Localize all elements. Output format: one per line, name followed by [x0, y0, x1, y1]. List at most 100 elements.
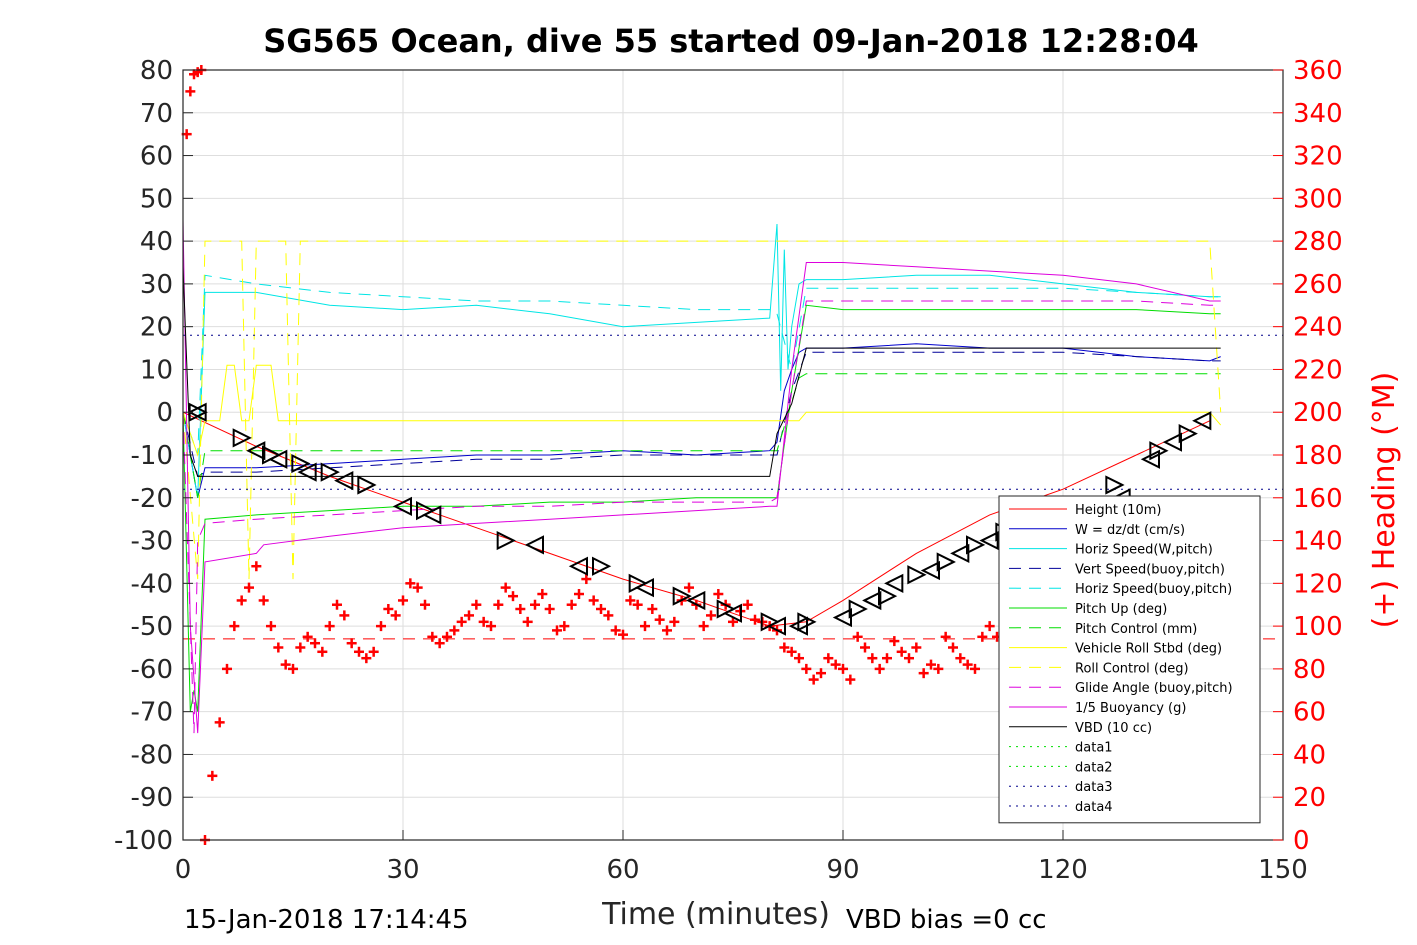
legend-label: 1/5 Buoyancy (g) [1075, 701, 1186, 716]
heading-point [229, 621, 240, 632]
heading-point [530, 599, 540, 610]
marker-right-triangle [628, 573, 648, 593]
heading-point [786, 646, 797, 657]
series-line-8 [183, 240, 1222, 580]
y-tick-label: 80 [140, 56, 173, 86]
heading-point [464, 610, 474, 621]
heading-point [801, 663, 812, 674]
marker-right-triangle [878, 586, 898, 606]
heading-point [244, 582, 254, 593]
marker-left-triangle [1192, 411, 1212, 431]
heading-point [662, 625, 672, 636]
heading-point [456, 616, 467, 627]
heading-layer [181, 65, 1010, 845]
heading-point [625, 595, 636, 606]
marker-left-triangle [334, 471, 354, 491]
x-tick-label: 0 [175, 855, 192, 885]
heading-point [383, 604, 394, 614]
y-axis-right-label: (+) Heading (°M) [1367, 372, 1402, 629]
x-tick-label: 60 [606, 855, 639, 885]
y-tick-label: -70 [131, 698, 173, 728]
marker-left-triangle [862, 590, 882, 611]
heading-point [838, 663, 848, 674]
heading-point [500, 582, 511, 593]
heading-point [867, 653, 878, 664]
y-axis-right: 3603403203002802602402202001801601401201… [1273, 56, 1343, 856]
heading-point [610, 625, 621, 636]
heading-point [933, 663, 944, 674]
heading-point [273, 642, 284, 653]
legend-label: Vehicle Roll Stbd (deg) [1075, 642, 1222, 657]
heading-point [522, 616, 533, 627]
y2-tick-label: 240 [1293, 313, 1343, 343]
marker-left-triangle [920, 560, 940, 581]
heading-point [508, 591, 518, 602]
heading-point [940, 631, 951, 642]
heading-point [706, 610, 716, 621]
heading-point [984, 621, 995, 632]
heading-point [911, 642, 922, 653]
heading-point [896, 646, 907, 657]
legend-box [998, 495, 1261, 824]
y-tick-label: -20 [131, 484, 173, 514]
y2-tick-label: 40 [1293, 740, 1326, 770]
marker-left-triangle [1162, 432, 1182, 452]
y-tick-label: -30 [131, 527, 173, 557]
heading-point [808, 674, 819, 685]
heading-point [794, 653, 804, 664]
legend-label: data2 [1075, 760, 1113, 775]
heading-point [515, 604, 526, 614]
marker-left-triangle [979, 530, 999, 551]
y2-tick-label: 140 [1293, 527, 1343, 557]
y2-tick-label: 80 [1293, 655, 1326, 685]
footer-vbd-bias: VBD bias =0 cc [846, 905, 1047, 935]
heading-point [830, 659, 841, 670]
heading-point [845, 674, 856, 685]
heading-point [258, 595, 269, 606]
y-axis-left: 80 70 60 50 40 30 20 10 0 -10 -20 -30 -40 -50 -60 -70 -8… [114, 56, 193, 856]
marker-left-triangle [832, 607, 852, 628]
heading-point [977, 631, 988, 642]
heading-point [552, 625, 562, 636]
legend-label: data3 [1075, 780, 1113, 795]
heading-point [647, 604, 658, 614]
legend-label: W = dz/dt (cm/s) [1075, 523, 1185, 538]
y-tick-label: 30 [140, 270, 173, 300]
marker-right-triangle [232, 428, 252, 448]
y-tick-label: 20 [140, 313, 173, 343]
chart-title: SG565 Ocean, dive 55 started 09-Jan-2018… [263, 22, 1199, 60]
y-tick-label: -80 [131, 740, 173, 770]
legend-label: Pitch Control (mm) [1075, 622, 1197, 637]
heading-point [574, 589, 584, 600]
series-line-5 [183, 304, 1221, 712]
y-tick-label: 50 [140, 184, 173, 214]
heading-point [471, 599, 482, 610]
y2-tick-label: 340 [1293, 99, 1343, 129]
heading-point [816, 668, 826, 679]
marker-left-triangle [246, 441, 266, 461]
series-line-10 [183, 219, 1221, 734]
legend-label: data1 [1075, 741, 1113, 756]
heading-point [207, 770, 218, 781]
heading-point [280, 659, 291, 670]
heading-point [640, 621, 650, 632]
y2-tick-label: 20 [1293, 783, 1326, 813]
marker-left-triangle [297, 462, 317, 482]
heading-point [889, 636, 900, 647]
marker-right-triangle [848, 599, 868, 619]
y-tick-label: 40 [140, 227, 173, 257]
series-layer [183, 219, 1283, 734]
heading-point [486, 621, 496, 632]
heading-point [398, 595, 408, 606]
y2-tick-label: 100 [1293, 612, 1343, 642]
legend-label: Glide Angle (buoy,pitch) [1075, 681, 1233, 696]
x-axis-label: Time (minutes) [601, 897, 830, 932]
x-tick-label: 90 [826, 855, 859, 885]
marker-right-triangle [592, 556, 612, 576]
heading-point [405, 578, 416, 589]
heading-point [420, 599, 430, 610]
heading-point [618, 629, 628, 640]
y-tick-label: -60 [131, 655, 173, 685]
marker-right-triangle [936, 552, 956, 572]
